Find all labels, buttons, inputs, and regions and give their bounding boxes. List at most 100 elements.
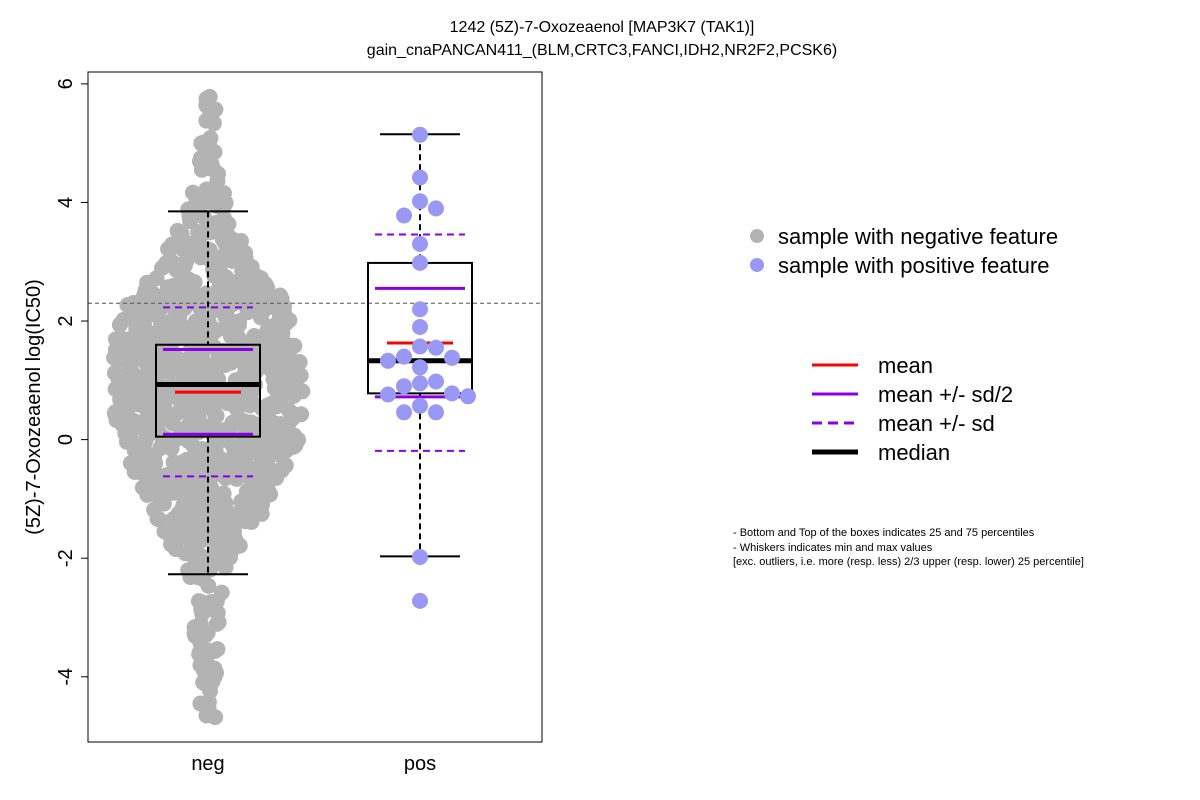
neg-point — [126, 463, 143, 480]
neg-point — [187, 627, 204, 644]
legend-point-label: sample with positive feature — [778, 253, 1049, 278]
neg-point — [130, 438, 147, 455]
neg-point — [127, 385, 144, 402]
neg-point — [216, 210, 232, 227]
neg-point — [129, 329, 145, 346]
neg-point — [203, 326, 220, 343]
neg-point — [122, 348, 139, 365]
neg-point — [180, 201, 197, 218]
neg-point — [204, 392, 221, 409]
neg-point — [285, 406, 302, 423]
neg-point — [200, 577, 217, 594]
legend-line-label: mean — [878, 353, 933, 378]
x-tick-label: pos — [404, 753, 436, 775]
neg-point — [153, 330, 170, 347]
neg-point — [212, 223, 229, 240]
x-axis: neg pos — [191, 753, 436, 775]
legend-line-label: mean +/- sd — [878, 411, 995, 436]
chart-subtitle: gain_cnaPANCAN411_(BLM,CRTC3,FANCI,IDH2,… — [367, 42, 837, 59]
neg-point — [281, 312, 298, 329]
neg-point — [190, 363, 207, 380]
neg-point — [242, 443, 259, 460]
neg-point — [198, 112, 215, 129]
neg-point — [124, 368, 141, 385]
neg-point — [207, 542, 224, 559]
neg-point — [178, 253, 195, 270]
neg-point — [115, 417, 132, 434]
neg-point — [185, 488, 202, 505]
pos-points-group — [380, 126, 476, 609]
y-tick-label: 2 — [55, 315, 77, 326]
y-axis-label: (5Z)-7-Oxozeaenol log(IC50) — [23, 279, 45, 535]
y-tick-label: 6 — [55, 78, 77, 89]
neg-point — [182, 323, 199, 339]
neg-point — [190, 593, 207, 610]
neg-point — [237, 513, 254, 530]
notes: - Bottom and Top of the boxes indicates … — [733, 527, 1084, 568]
neg-point — [259, 432, 276, 448]
y-tick-label: 0 — [55, 434, 77, 445]
neg-point — [268, 398, 285, 415]
pos-point — [412, 375, 428, 392]
neg-point — [213, 254, 230, 271]
neg-point — [236, 455, 252, 472]
neg-point — [207, 490, 224, 507]
neg-point — [235, 429, 252, 446]
neg-point — [165, 299, 182, 316]
neg-point — [208, 176, 225, 193]
y-axis: -4 -2 0 2 4 6 — [55, 78, 89, 686]
neg-point — [230, 411, 247, 428]
pos-point — [412, 254, 428, 271]
neg-point — [180, 562, 197, 579]
legend-point-marker — [750, 258, 764, 272]
neg-point — [205, 517, 222, 534]
neg-point — [150, 296, 167, 313]
pos-point — [412, 126, 428, 143]
neg-point — [149, 510, 166, 527]
neg-point — [191, 235, 208, 252]
neg-point — [197, 249, 214, 266]
neg-point — [152, 468, 169, 484]
neg-point — [161, 253, 178, 270]
neg-point — [201, 88, 218, 105]
neg-point — [108, 366, 125, 383]
pos-point — [412, 549, 428, 565]
neg-point — [160, 241, 177, 257]
neg-point — [206, 339, 223, 356]
pos-point — [396, 404, 412, 421]
neg-point — [227, 531, 244, 548]
neg-point — [138, 400, 155, 416]
neg-point — [224, 231, 241, 248]
neg-point — [237, 245, 254, 261]
neg-point — [249, 459, 266, 476]
neg-point — [267, 299, 284, 316]
pos-point — [428, 404, 444, 421]
neg-point — [206, 530, 223, 547]
neg-point — [209, 604, 226, 621]
legend-line-label: mean +/- sd/2 — [878, 382, 1013, 407]
neg-point — [156, 399, 172, 416]
neg-point — [244, 394, 261, 411]
note-line-3: [exc. outliers, i.e. more (resp. less) 2… — [733, 556, 1084, 568]
pos-point — [412, 319, 428, 335]
neg-point — [111, 316, 128, 333]
neg-point — [206, 267, 223, 284]
pos-point — [428, 200, 444, 217]
pos-point — [380, 352, 396, 369]
y-tick-label: -2 — [55, 549, 77, 567]
y-tick-label: -4 — [55, 668, 77, 686]
neg-point — [197, 675, 214, 692]
neg-point — [205, 160, 222, 177]
neg-point — [188, 457, 205, 474]
neg-point — [206, 144, 223, 160]
neg-point — [172, 504, 189, 521]
pos-point — [396, 207, 412, 224]
neg-point — [241, 279, 258, 296]
pos-point — [412, 359, 428, 376]
neg-point — [250, 356, 266, 373]
neg-point — [270, 332, 287, 349]
pos-point — [412, 338, 428, 355]
neg-point — [169, 222, 186, 239]
neg-point — [192, 150, 209, 166]
